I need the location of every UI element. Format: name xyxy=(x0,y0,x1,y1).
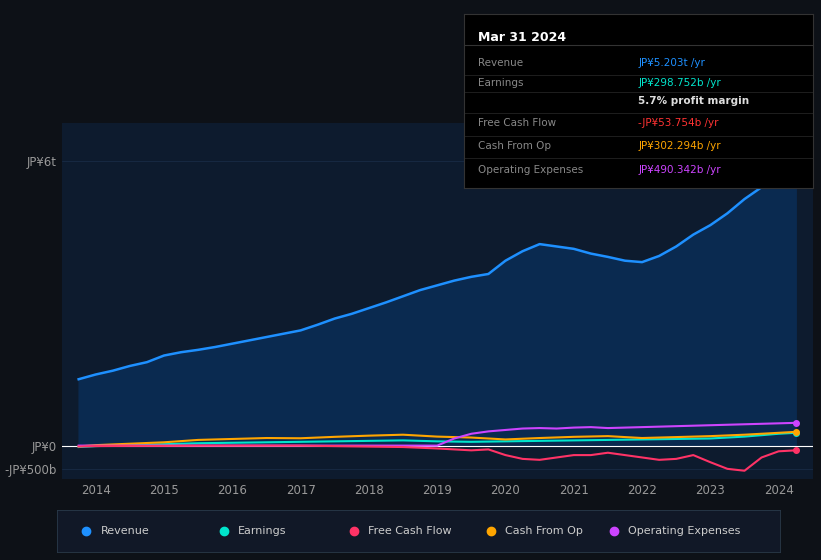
Text: Operating Expenses: Operating Expenses xyxy=(628,526,741,535)
Text: Earnings: Earnings xyxy=(478,78,523,88)
Text: Revenue: Revenue xyxy=(478,58,523,68)
Text: -JP¥53.754b /yr: -JP¥53.754b /yr xyxy=(639,118,719,128)
Text: 5.7% profit margin: 5.7% profit margin xyxy=(639,96,750,106)
Text: Revenue: Revenue xyxy=(101,526,149,535)
Text: JP¥302.294b /yr: JP¥302.294b /yr xyxy=(639,141,721,151)
Text: JP¥298.752b /yr: JP¥298.752b /yr xyxy=(639,78,721,88)
Text: Operating Expenses: Operating Expenses xyxy=(478,165,583,175)
Text: Free Cash Flow: Free Cash Flow xyxy=(368,526,452,535)
Text: Cash From Op: Cash From Op xyxy=(506,526,583,535)
Text: Earnings: Earnings xyxy=(238,526,287,535)
Text: JP¥490.342b /yr: JP¥490.342b /yr xyxy=(639,165,721,175)
Text: Mar 31 2024: Mar 31 2024 xyxy=(478,31,566,44)
Text: Free Cash Flow: Free Cash Flow xyxy=(478,118,556,128)
Text: Cash From Op: Cash From Op xyxy=(478,141,551,151)
Text: JP¥5.203t /yr: JP¥5.203t /yr xyxy=(639,58,705,68)
